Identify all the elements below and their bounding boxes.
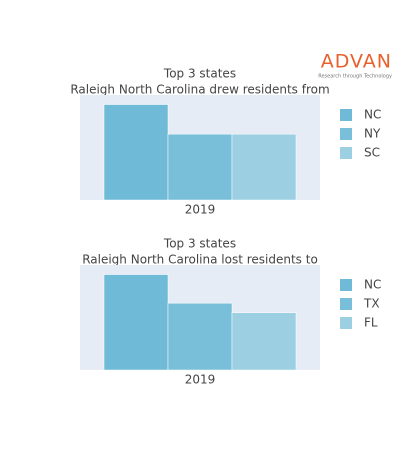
logo-tagline: Research through Technology: [318, 74, 392, 80]
x-tick-label: 2019: [185, 203, 216, 217]
legend-swatch: [340, 279, 352, 291]
bar: [103, 274, 169, 371]
bar: [167, 133, 233, 201]
legend-swatch: [340, 128, 352, 140]
legend-label: FL: [364, 316, 378, 330]
logo-name: ADVAN: [321, 51, 392, 73]
chart-title: Top 3 states: [163, 67, 236, 81]
legend-label: SC: [364, 146, 380, 160]
legend-label: NY: [364, 127, 381, 141]
legend-label: TX: [363, 297, 380, 311]
chart-subtitle: Raleigh North Carolina lost residents to: [82, 253, 318, 267]
legend-swatch: [340, 317, 352, 329]
chart-subtitle: Raleigh North Carolina drew residents fr…: [70, 83, 329, 97]
legend-swatch: [340, 298, 352, 310]
bar: [231, 133, 297, 201]
bar: [103, 104, 169, 201]
legend-swatch: [340, 147, 352, 159]
bar: [167, 302, 233, 371]
chart-title: Top 3 states: [163, 237, 236, 251]
legend-label: NC: [364, 278, 381, 292]
bar: [231, 312, 297, 371]
legend-swatch: [340, 109, 352, 121]
legend-label: NC: [364, 108, 381, 122]
x-tick-label: 2019: [185, 373, 216, 387]
